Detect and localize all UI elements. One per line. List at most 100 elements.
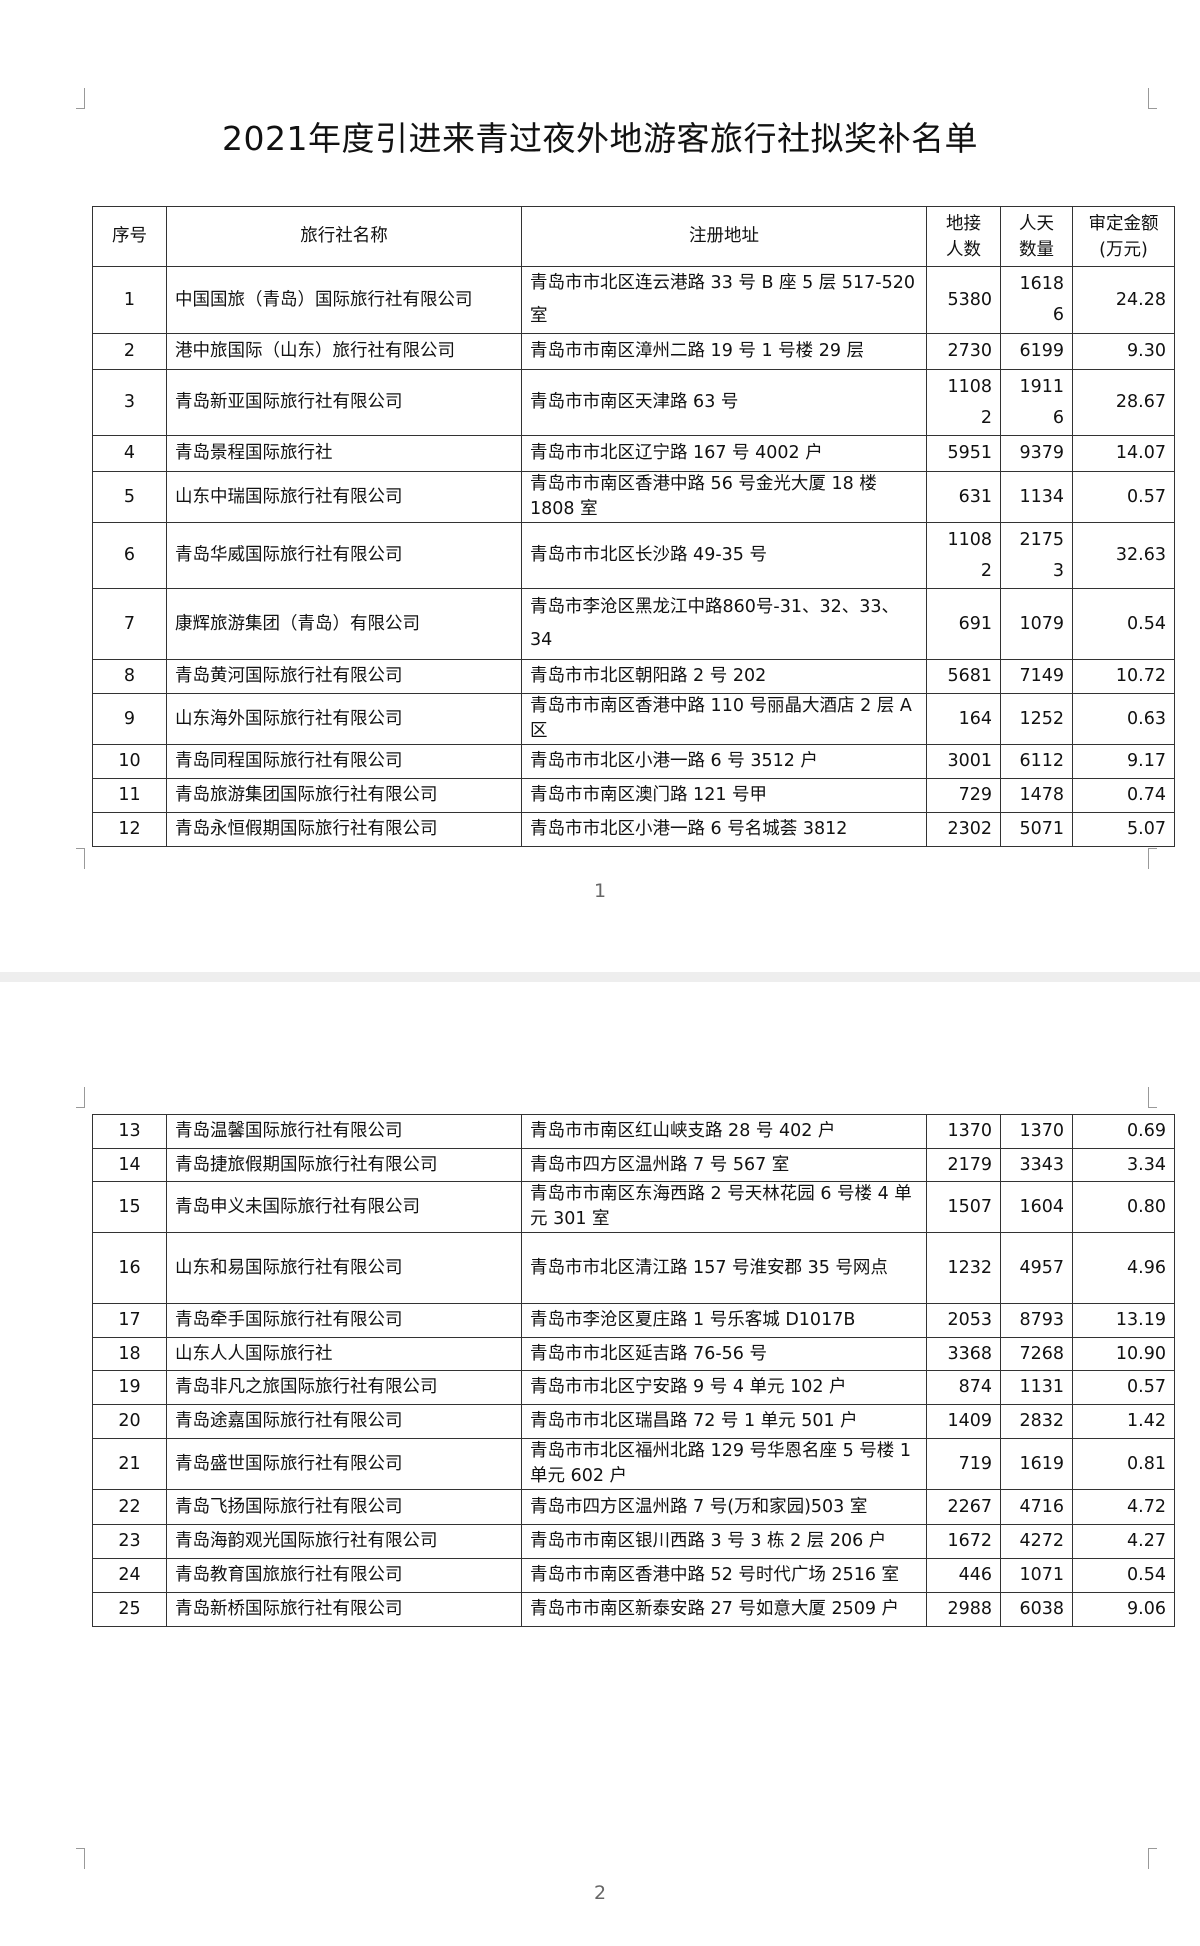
row-number: 1 xyxy=(123,289,136,310)
registered-address: 青岛市李沧区黑龙江中路860号-31、32、33、34 xyxy=(530,597,900,650)
table-row: 20 青岛途嘉国际旅行社有限公司 青岛市市北区瑞昌路 72 号 1 单元 501 户… xyxy=(92,1404,1175,1439)
approved-amount-cell: 3.34 xyxy=(1072,1148,1175,1182)
person-days-cell: 1619 xyxy=(1000,1438,1073,1490)
approved-amount: 24.28 xyxy=(1115,289,1166,310)
local-visitors-cell: 1672 xyxy=(926,1524,1001,1559)
registered-address-cell: 青岛市市北区辽宁路 167 号 4002 户 xyxy=(521,435,927,472)
row-number-cell: 3 xyxy=(92,369,167,436)
agency-name: 青岛旅游集团国际旅行社有限公司 xyxy=(175,785,438,805)
table-row: 21 青岛盛世国际旅行社有限公司 青岛市市北区福州北路 129 号华恩名座 5 号楼… xyxy=(92,1438,1175,1490)
approved-amount: 5.07 xyxy=(1127,819,1166,839)
approved-amount-cell: 0.69 xyxy=(1072,1114,1175,1149)
agency-name: 青岛新亚国际旅行社有限公司 xyxy=(175,392,403,412)
registered-address-cell: 青岛市市南区香港中路 110 号丽晶大酒店 2 层 A 区 xyxy=(521,693,927,745)
registered-address-cell: 青岛市四方区温州路 7 号(万和家园)503 室 xyxy=(521,1489,927,1525)
row-number: 17 xyxy=(118,1310,141,1330)
row-number-cell: 6 xyxy=(92,522,167,589)
local-visitors: 3368 xyxy=(947,1343,992,1364)
approved-amount: 0.63 xyxy=(1127,708,1166,729)
approved-amount: 0.80 xyxy=(1127,1196,1166,1217)
row-number: 19 xyxy=(118,1377,141,1397)
row-number: 4 xyxy=(123,443,136,463)
local-visitors-cell: 2179 xyxy=(926,1148,1001,1182)
table-row: 5 山东中瑞国际旅行社有限公司 青岛市市南区香港中路 56 号金光大厦 18 楼 1… xyxy=(92,471,1175,523)
agency-name-cell: 康辉旅游集团（青岛）有限公司 xyxy=(166,588,522,660)
local-visitors-cell: 631 xyxy=(926,471,1001,523)
crop-mark xyxy=(1148,1848,1157,1869)
registered-address-cell: 青岛市市北区清江路 157 号淮安郡 35 号网点 xyxy=(521,1232,927,1304)
person-days-cell: 3343 xyxy=(1000,1148,1073,1182)
row-number-cell: 15 xyxy=(92,1181,167,1233)
registered-address-cell: 青岛市市北区宁安路 9 号 4 单元 102 户 xyxy=(521,1370,927,1405)
agency-name: 青岛飞扬国际旅行社有限公司 xyxy=(175,1496,403,1517)
table-row: 10 青岛同程国际旅行社有限公司 青岛市市北区小港一路 6 号 3512 户 3001… xyxy=(92,744,1175,779)
person-days-cell: 1071 xyxy=(1000,1558,1073,1593)
registered-address: 青岛市市南区漳州二路 19 号 1 号楼 29 层 xyxy=(530,341,865,361)
agency-name-cell: 青岛新亚国际旅行社有限公司 xyxy=(166,369,522,436)
agency-name: 康辉旅游集团（青岛）有限公司 xyxy=(175,613,420,634)
local-visitors: 446 xyxy=(958,1565,992,1585)
local-visitors-cell: 1409 xyxy=(926,1404,1001,1439)
header-person-days: 人天数量 xyxy=(1000,206,1073,267)
local-visitors: 729 xyxy=(958,785,992,805)
row-number: 2 xyxy=(123,341,136,361)
person-days: 6112 xyxy=(1019,751,1064,771)
local-visitors: 2988 xyxy=(947,1599,992,1619)
approved-amount: 0.69 xyxy=(1127,1121,1166,1141)
registered-address: 青岛市市北区小港一路 6 号 3512 户 xyxy=(530,751,818,771)
table-row: 24 青岛教育国旅旅行社有限公司 青岛市市南区香港中路 52 号时代广场 2516 … xyxy=(92,1558,1175,1593)
registered-address: 青岛市市北区清江路 157 号淮安郡 35 号网点 xyxy=(530,1257,888,1278)
person-days-cell: 1079 xyxy=(1000,588,1073,660)
registered-address: 青岛市市南区新泰安路 27 号如意大厦 2509 户 xyxy=(530,1599,900,1619)
registered-address-cell: 青岛市市北区瑞昌路 72 号 1 单元 501 户 xyxy=(521,1404,927,1439)
person-days-cell: 1604 xyxy=(1000,1181,1073,1233)
person-days-cell: 1131 xyxy=(1000,1370,1073,1405)
local-visitors: 2302 xyxy=(947,819,992,839)
local-visitors-cell: 2302 xyxy=(926,812,1001,847)
person-days: 1604 xyxy=(1019,1196,1064,1217)
table-row: 8 青岛黄河国际旅行社有限公司 青岛市市北区朝阳路 2 号 202 5681 7149 1… xyxy=(92,659,1175,694)
local-visitors-cell: 691 xyxy=(926,588,1001,660)
registered-address: 青岛市市南区东海西路 2 号天林花园 6 号楼 4 单元 301 室 xyxy=(530,1184,912,1229)
person-days: 1131 xyxy=(1019,1377,1064,1397)
agency-name-cell: 青岛新桥国际旅行社有限公司 xyxy=(166,1592,522,1627)
approved-amount: 4.27 xyxy=(1127,1531,1166,1551)
approved-amount-cell: 9.17 xyxy=(1072,744,1175,779)
local-visitors: 631 xyxy=(958,486,992,507)
person-days-cell: 5071 xyxy=(1000,812,1073,847)
person-days: 4716 xyxy=(1019,1496,1064,1517)
registered-address-cell: 青岛市市北区连云港路 33 号 B 座 5 层 517-520 室 xyxy=(521,266,927,334)
row-number-cell: 2 xyxy=(92,333,167,370)
local-visitors: 2179 xyxy=(947,1154,992,1175)
row-number-cell: 1 xyxy=(92,266,167,334)
row-number: 11 xyxy=(118,785,141,805)
approved-amount: 3.34 xyxy=(1127,1154,1166,1175)
registered-address-cell: 青岛市市北区小港一路 6 号 3512 户 xyxy=(521,744,927,779)
local-visitors-cell: 719 xyxy=(926,1438,1001,1490)
person-days-cell: 1478 xyxy=(1000,778,1073,813)
crop-mark xyxy=(76,848,85,869)
approved-amount: 9.17 xyxy=(1127,751,1166,771)
person-days: 4957 xyxy=(1019,1257,1064,1278)
person-days: 1252 xyxy=(1019,708,1064,729)
local-visitors-cell: 2730 xyxy=(926,333,1001,370)
header-address: 注册地址 xyxy=(521,206,927,267)
person-days-cell: 4957 xyxy=(1000,1232,1073,1304)
table-row: 23 青岛海韵观光国际旅行社有限公司 青岛市市南区银川西路 3 号 3 栋 2 层 … xyxy=(92,1524,1175,1559)
person-days: 1619 xyxy=(1019,1453,1064,1474)
approved-amount-cell: 0.57 xyxy=(1072,471,1175,523)
person-days-cell: 4272 xyxy=(1000,1524,1073,1559)
local-visitors: 1232 xyxy=(947,1257,992,1278)
table-row: 19 青岛非凡之旅国际旅行社有限公司 青岛市市北区宁安路 9 号 4 单元 102 … xyxy=(92,1370,1175,1405)
local-visitors-cell: 5681 xyxy=(926,659,1001,694)
crop-mark xyxy=(76,1848,85,1869)
document-title: 2021年度引进来青过夜外地游客旅行社拟奖补名单 xyxy=(222,119,978,158)
local-visitors: 1672 xyxy=(947,1531,992,1551)
header-amount: 审定金额(万元) xyxy=(1072,206,1175,267)
local-visitors: 2267 xyxy=(947,1496,992,1517)
agency-name: 青岛温馨国际旅行社有限公司 xyxy=(175,1121,403,1141)
approved-amount-cell: 1.42 xyxy=(1072,1404,1175,1439)
agency-name: 青岛牵手国际旅行社有限公司 xyxy=(175,1310,403,1330)
row-number: 14 xyxy=(118,1154,141,1175)
agency-name: 青岛华威国际旅行社有限公司 xyxy=(175,545,403,565)
